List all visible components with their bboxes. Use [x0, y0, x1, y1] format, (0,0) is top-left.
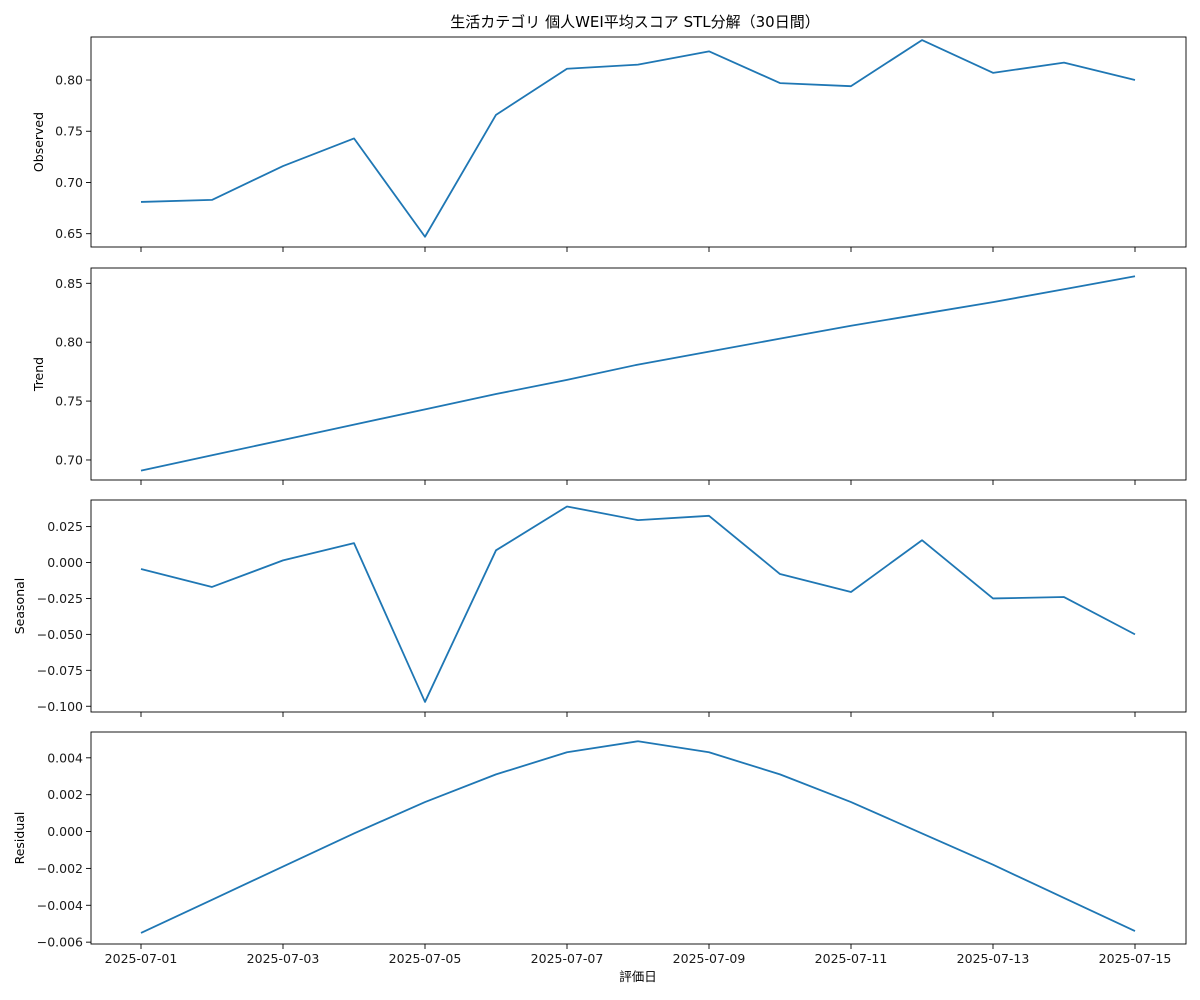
- y-tick: 0.004: [47, 750, 91, 765]
- y-tick: 0.85: [55, 276, 91, 291]
- y-tick: −0.025: [37, 591, 91, 606]
- x-tick-label: 2025-07-05: [389, 951, 462, 966]
- y-tick-label: 0.75: [55, 394, 83, 409]
- y-tick-label: 0.70: [55, 175, 83, 190]
- y-tick-label: −0.075: [37, 663, 83, 678]
- y-tick: −0.075: [37, 663, 91, 678]
- y-axis-label: Seasonal: [12, 578, 27, 635]
- y-tick-label: −0.100: [37, 699, 83, 714]
- y-tick-label: 0.65: [55, 226, 83, 241]
- panel-observed: 0.65 0.70 0.75 0.80 Observed: [31, 36, 1187, 252]
- x-tick-label: 2025-07-01: [105, 951, 178, 966]
- y-tick-label: −0.004: [37, 898, 83, 913]
- x-tick-label: 2025-07-11: [815, 951, 888, 966]
- series-line-observed: [140, 39, 1136, 238]
- y-tick: −0.050: [37, 627, 91, 642]
- axes-frame: [90, 499, 1187, 713]
- x-tick-label: 2025-07-03: [247, 951, 320, 966]
- y-tick-label: −0.050: [37, 627, 83, 642]
- y-tick: 0.70: [55, 175, 91, 190]
- panel-trend: 0.70 0.75 0.80 0.85 Trend: [31, 267, 1187, 485]
- y-tick: 0.80: [55, 73, 91, 88]
- y-tick: 0.65: [55, 226, 91, 241]
- y-tick-label: 0.80: [55, 335, 83, 350]
- y-axis-label: Trend: [31, 357, 46, 392]
- y-tick-label: 0.80: [55, 73, 83, 88]
- x-tick-label: 2025-07-09: [673, 951, 746, 966]
- chart-title: 生活カテゴリ 個人WEI平均スコア STL分解（30日間）: [450, 13, 819, 31]
- x-tick-label: 2025-07-07: [531, 951, 604, 966]
- y-tick-label: 0.000: [47, 555, 83, 570]
- y-tick: 0.80: [55, 335, 91, 350]
- y-tick: 0.70: [55, 452, 91, 467]
- y-tick: 0.75: [55, 394, 91, 409]
- y-tick: −0.004: [37, 898, 91, 913]
- y-tick-label: 0.002: [47, 787, 83, 802]
- y-tick-label: 0.025: [47, 519, 83, 534]
- y-tick-label: −0.002: [37, 861, 83, 876]
- y-tick: −0.100: [37, 699, 91, 714]
- y-tick: 0.000: [47, 824, 91, 839]
- x-tick-label: 2025-07-13: [957, 951, 1030, 966]
- series-line-trend: [140, 275, 1136, 472]
- y-tick: −0.006: [37, 935, 91, 950]
- axes-frame: [90, 36, 1187, 248]
- y-tick: −0.002: [37, 861, 91, 876]
- axes-frame: [90, 267, 1187, 481]
- y-axis-label: Residual: [12, 812, 27, 865]
- x-axis-label: 評価日: [619, 969, 657, 984]
- series-line-seasonal: [140, 505, 1136, 703]
- y-tick: 0.025: [47, 519, 91, 534]
- y-tick-label: 0.85: [55, 276, 83, 291]
- y-axis-label: Observed: [31, 112, 46, 172]
- y-tick-label: −0.006: [37, 935, 83, 950]
- y-tick: 0.002: [47, 787, 91, 802]
- y-tick: 0.000: [47, 555, 91, 570]
- y-tick: 0.75: [55, 124, 91, 139]
- y-tick-label: −0.025: [37, 591, 83, 606]
- panel-residual: −0.006 −0.004 −0.002 0.000 0.002 0.004 Residua…: [12, 731, 1187, 950]
- axes-frame: [90, 731, 1187, 945]
- panel-seasonal: −0.100 −0.075 −0.050 −0.025 0.000 0.025 Season…: [12, 499, 1187, 717]
- y-tick-label: 0.004: [47, 750, 83, 765]
- y-tick-label: 0.70: [55, 452, 83, 467]
- y-tick-label: 0.000: [47, 824, 83, 839]
- y-tick-label: 0.75: [55, 124, 83, 139]
- series-line-residual: [140, 740, 1136, 934]
- x-tick-label: 2025-07-15: [1099, 951, 1172, 966]
